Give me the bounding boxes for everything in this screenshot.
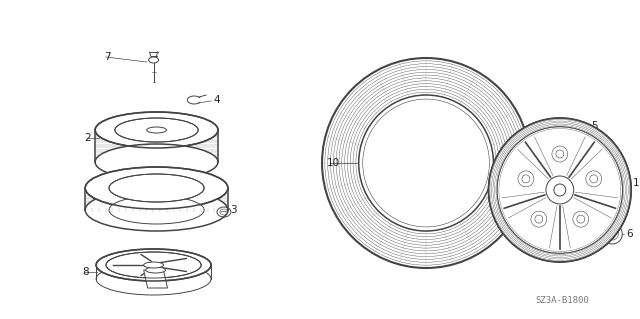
- Ellipse shape: [95, 112, 218, 148]
- Ellipse shape: [146, 267, 166, 273]
- Ellipse shape: [531, 211, 547, 227]
- Ellipse shape: [96, 249, 211, 281]
- Text: 6: 6: [626, 229, 633, 239]
- Ellipse shape: [552, 196, 558, 202]
- Ellipse shape: [562, 196, 568, 202]
- Text: 9: 9: [622, 205, 629, 215]
- Polygon shape: [143, 270, 168, 288]
- Ellipse shape: [488, 118, 631, 262]
- Ellipse shape: [586, 171, 602, 187]
- Ellipse shape: [85, 167, 228, 209]
- Ellipse shape: [552, 178, 558, 184]
- Ellipse shape: [562, 178, 568, 184]
- Ellipse shape: [546, 176, 573, 204]
- Text: 3: 3: [230, 205, 237, 215]
- Ellipse shape: [358, 95, 493, 231]
- Text: 3: 3: [511, 138, 518, 148]
- Ellipse shape: [547, 187, 553, 193]
- Text: 2: 2: [84, 133, 91, 143]
- Ellipse shape: [115, 118, 198, 142]
- Text: 5: 5: [591, 121, 598, 131]
- Text: 1: 1: [633, 178, 640, 188]
- Ellipse shape: [518, 171, 534, 187]
- Ellipse shape: [106, 252, 201, 278]
- Ellipse shape: [147, 127, 166, 133]
- Ellipse shape: [85, 189, 228, 231]
- Ellipse shape: [602, 224, 622, 244]
- Ellipse shape: [582, 134, 593, 142]
- Text: 7: 7: [104, 52, 111, 62]
- Ellipse shape: [573, 211, 589, 227]
- Text: 10: 10: [327, 158, 340, 168]
- Ellipse shape: [96, 263, 211, 295]
- Ellipse shape: [109, 174, 204, 202]
- Text: SZ3A-B1800: SZ3A-B1800: [536, 296, 589, 305]
- Text: 8: 8: [83, 267, 89, 277]
- Text: 4: 4: [213, 95, 220, 105]
- Ellipse shape: [552, 146, 568, 162]
- Ellipse shape: [95, 144, 218, 180]
- Ellipse shape: [143, 262, 163, 268]
- Ellipse shape: [567, 187, 573, 193]
- Ellipse shape: [322, 58, 530, 268]
- Ellipse shape: [109, 196, 204, 224]
